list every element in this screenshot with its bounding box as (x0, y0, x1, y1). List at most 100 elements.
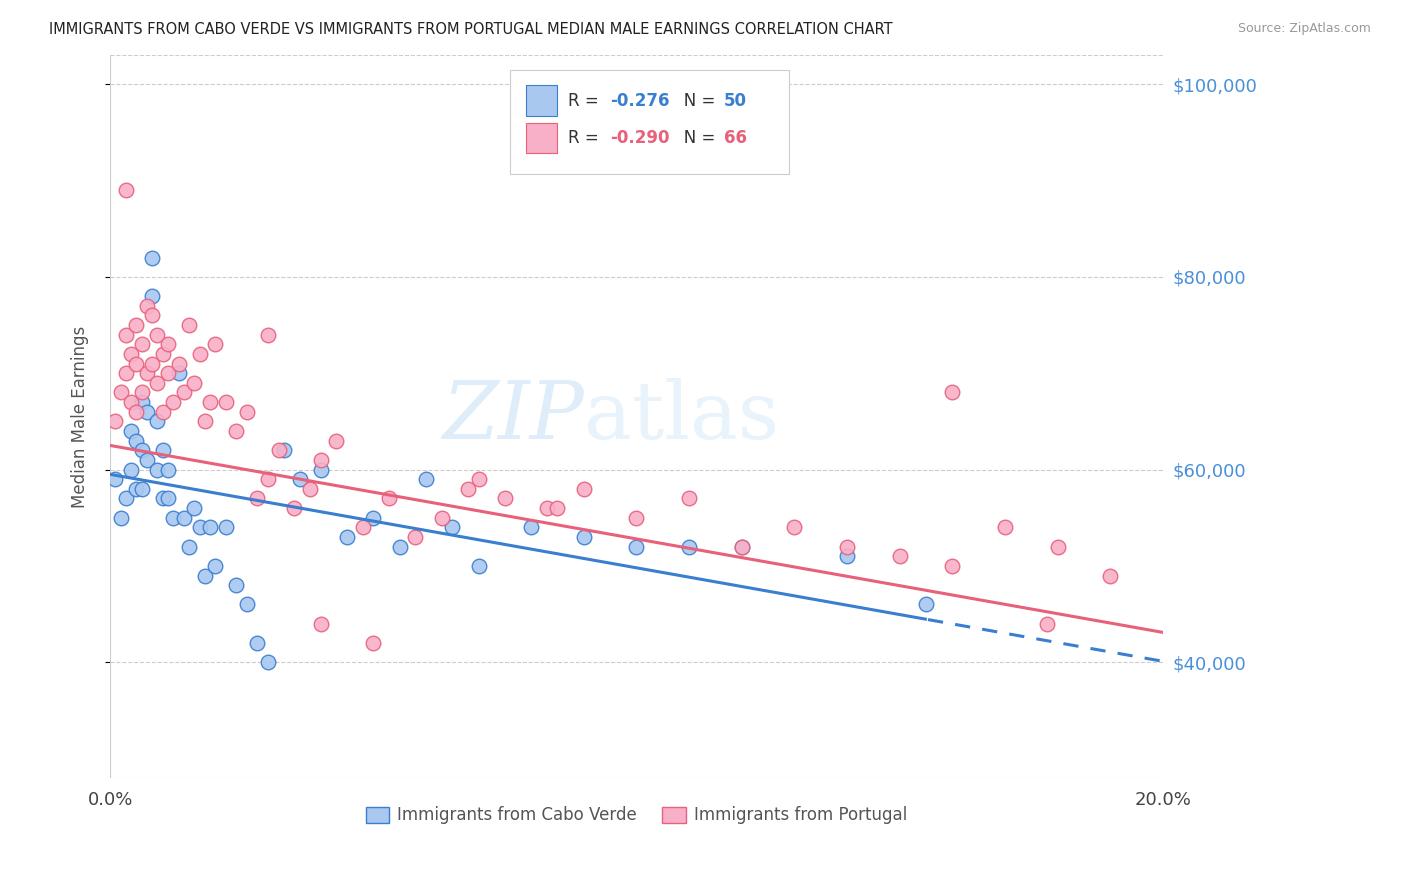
Point (267, 443, 290, 458)
Point (430, 510, 453, 524)
Text: R =: R = (568, 92, 605, 110)
Point (215, 520, 238, 534)
Point (204, 337, 226, 351)
Point (572, 482, 595, 496)
Text: -0.290: -0.290 (610, 129, 669, 147)
Point (257, 327, 280, 342)
Point (361, 510, 384, 524)
Point (273, 443, 295, 458)
Point (125, 405, 148, 419)
Point (135, 405, 157, 419)
Point (188, 520, 211, 534)
Point (104, 472, 127, 486)
Text: Source: ZipAtlas.com: Source: ZipAtlas.com (1237, 22, 1371, 36)
Point (941, 558, 963, 573)
Point (441, 520, 464, 534)
Point (156, 462, 179, 476)
Point (283, 501, 305, 516)
Point (152, 405, 174, 419)
Point (125, 357, 148, 371)
Point (299, 482, 322, 496)
Point (536, 501, 558, 516)
Point (120, 424, 142, 438)
Point (678, 540, 700, 554)
Point (404, 530, 426, 544)
Point (994, 520, 1017, 534)
Point (467, 472, 489, 486)
Point (104, 414, 127, 428)
Point (131, 443, 153, 458)
Point (388, 540, 411, 554)
Point (361, 636, 384, 650)
Point (152, 347, 174, 361)
Point (246, 636, 269, 650)
Point (626, 540, 648, 554)
Point (141, 357, 163, 371)
Point (141, 309, 163, 323)
Point (835, 549, 858, 564)
Point (547, 501, 569, 516)
Point (915, 598, 938, 612)
Point (125, 318, 148, 332)
Text: N =: N = (668, 129, 721, 147)
Point (378, 491, 401, 506)
Point (183, 501, 205, 516)
Point (125, 482, 148, 496)
Point (120, 462, 142, 476)
Point (309, 462, 332, 476)
Point (336, 530, 359, 544)
Point (120, 395, 142, 409)
Point (162, 395, 184, 409)
Point (110, 385, 132, 400)
Point (225, 578, 247, 592)
Point (110, 510, 132, 524)
Point (198, 520, 221, 534)
Point (167, 357, 190, 371)
Text: N =: N = (668, 92, 721, 110)
Point (194, 568, 217, 582)
Point (678, 491, 700, 506)
Point (889, 549, 911, 564)
Point (146, 462, 169, 476)
Point (156, 366, 179, 380)
Text: ZIP: ZIP (441, 378, 583, 455)
Point (257, 655, 280, 669)
Point (135, 366, 157, 380)
Text: -0.276: -0.276 (610, 92, 669, 110)
Point (288, 472, 311, 486)
Point (236, 598, 259, 612)
Point (177, 540, 200, 554)
Legend: Immigrants from Cabo Verde, Immigrants from Portugal: Immigrants from Cabo Verde, Immigrants f… (359, 799, 914, 831)
Point (131, 482, 153, 496)
Point (941, 385, 963, 400)
Point (141, 251, 163, 265)
Text: atlas: atlas (583, 377, 779, 456)
Point (152, 443, 174, 458)
Point (415, 472, 437, 486)
Point (731, 540, 754, 554)
Point (131, 385, 153, 400)
Point (1046, 540, 1069, 554)
Point (225, 424, 247, 438)
Point (183, 376, 205, 390)
Point (115, 327, 138, 342)
Point (115, 183, 138, 197)
Point (146, 327, 169, 342)
Point (135, 299, 157, 313)
Point (194, 414, 217, 428)
Point (467, 558, 489, 573)
Point (167, 366, 190, 380)
Point (156, 491, 179, 506)
Text: R =: R = (568, 129, 605, 147)
Point (204, 558, 226, 573)
Point (494, 491, 516, 506)
Point (236, 405, 259, 419)
Text: IMMIGRANTS FROM CABO VERDE VS IMMIGRANTS FROM PORTUGAL MEDIAN MALE EARNINGS CORR: IMMIGRANTS FROM CABO VERDE VS IMMIGRANTS… (49, 22, 893, 37)
Point (309, 453, 332, 467)
FancyBboxPatch shape (526, 123, 558, 153)
Text: 66: 66 (724, 129, 747, 147)
Point (173, 510, 195, 524)
Point (135, 453, 157, 467)
Point (626, 510, 648, 524)
Point (115, 491, 138, 506)
